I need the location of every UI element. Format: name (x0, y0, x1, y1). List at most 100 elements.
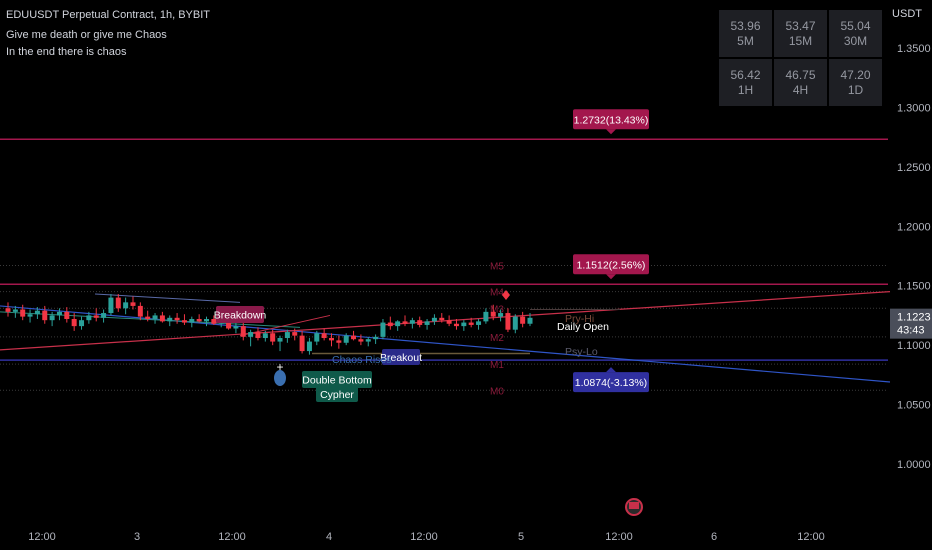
candle-body (196, 318, 202, 322)
candle-body (101, 313, 107, 318)
indicator-line-1[interactable]: Give me death or give me Chaos (6, 29, 167, 41)
rsi-cell: 56.42 1H (719, 59, 772, 106)
candle (380, 318, 386, 340)
candle-body (93, 315, 99, 318)
double-bottom-box (302, 371, 372, 388)
candle (181, 314, 187, 325)
trendline-descending (0, 305, 891, 383)
x-tick-label: 12:00 (605, 531, 633, 543)
candle-body (498, 313, 504, 317)
candle-body (86, 315, 92, 321)
double-bottom-label: Double Bottom (302, 375, 372, 387)
rsi-timeframe: 4H (792, 82, 809, 97)
candle-body (174, 317, 180, 321)
m-level-label: M5 (490, 262, 504, 273)
y-tick-label: 1.0500 (897, 400, 931, 412)
candle-body (27, 314, 33, 317)
candle-body (240, 326, 246, 337)
candle-body (292, 332, 298, 336)
candle-body (108, 297, 114, 314)
trendline-short (239, 314, 331, 337)
x-tick-label: 12:00 (218, 531, 246, 543)
candle-body (42, 310, 48, 321)
candle (512, 314, 518, 334)
candle (189, 316, 195, 328)
candle-body (373, 336, 379, 340)
daily-open-label: Daily Open (557, 321, 609, 333)
candle-body (461, 322, 467, 327)
target-level-box (573, 372, 649, 393)
candle (262, 330, 268, 342)
candle (159, 311, 165, 323)
candle-body (409, 320, 415, 324)
candle-body (299, 335, 305, 352)
target-level-label: 1.0874(-3.13%) (575, 377, 647, 389)
candle-body (453, 323, 459, 327)
candle (49, 311, 55, 327)
candle (93, 308, 99, 322)
candle (453, 318, 459, 330)
candle (248, 329, 254, 347)
rsi-timeframe: 30M (843, 33, 868, 48)
candle-body (439, 317, 445, 321)
candle (284, 329, 290, 343)
candle (196, 314, 202, 323)
m-level-label: M1 (490, 360, 504, 371)
candle (71, 313, 77, 331)
candle-body (527, 317, 533, 324)
candle-body (20, 309, 26, 317)
candle (12, 305, 18, 318)
candle-body (56, 311, 62, 316)
candle (468, 317, 474, 328)
chaos-rises-label: Chaos Rises (332, 354, 392, 366)
rsi-value: 56.42 (730, 67, 761, 82)
currency-label: USDT (892, 8, 922, 20)
candle (395, 320, 401, 331)
m-level-label: M2 (490, 333, 504, 344)
y-tick-label: 1.2000 (897, 221, 931, 233)
candle (115, 294, 121, 312)
candle (431, 314, 437, 325)
candle-body (262, 333, 268, 339)
candle (328, 333, 334, 347)
candle (64, 307, 70, 323)
candle-body (49, 315, 55, 321)
candle-body (123, 302, 129, 309)
candle (79, 316, 85, 330)
breakdown-label: Breakdown (214, 310, 267, 322)
candle-body (115, 297, 121, 309)
candle-body (321, 333, 327, 339)
candle (145, 310, 151, 322)
candle (277, 335, 283, 352)
candle-body (446, 320, 452, 324)
trendline-upper (94, 293, 241, 303)
candle-body (387, 322, 393, 327)
x-tick-label: 6 (711, 531, 717, 543)
y-tick-label: 1.0000 (897, 459, 931, 471)
rsi-value: 47.20 (840, 67, 871, 82)
cypher-label: Cypher (320, 389, 354, 401)
candle (270, 329, 276, 346)
candle (446, 315, 452, 327)
candle (527, 313, 533, 327)
candle-body (343, 335, 349, 343)
candle (314, 330, 320, 346)
candle-body (306, 341, 312, 352)
symbol-title[interactable]: EDUUSDT Perpetual Contract, 1h, BYBIT (6, 9, 210, 21)
candle (424, 318, 430, 330)
candle (365, 336, 371, 347)
breakout-box (382, 349, 420, 365)
candle-body (358, 339, 364, 342)
indicator-line-2[interactable]: In the end there is chaos (6, 46, 127, 58)
rsi-table: 53.96 5M 53.47 15M 55.04 30M 56.42 1H 46.75 4… (719, 10, 882, 106)
candle-body (211, 318, 217, 324)
x-tick-label: 12:00 (797, 531, 825, 543)
candle-body (395, 321, 401, 327)
candle-body (336, 340, 342, 343)
x-tick-label: 4 (326, 531, 332, 543)
rsi-value: 46.75 (785, 67, 816, 82)
candle (321, 328, 327, 341)
breakdown-box (216, 306, 264, 323)
candle (101, 309, 107, 323)
